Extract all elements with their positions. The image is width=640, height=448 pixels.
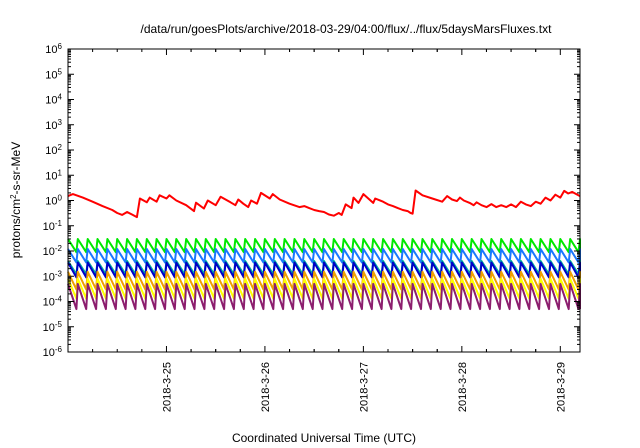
y-tick-label-base: 10	[43, 347, 55, 359]
x-tick-label: 2018-3-26	[260, 362, 272, 412]
series-line-2	[67, 238, 581, 254]
y-tick-label: 10-2	[43, 244, 63, 259]
y-axis-label-prefix: protons/cm	[9, 199, 23, 258]
y-tick-label-base: 10	[45, 44, 57, 56]
y-tick-label-base: 10	[43, 246, 55, 258]
y-tick-label-base: 10	[45, 120, 57, 132]
y-tick-label-base: 10	[45, 69, 57, 81]
x-tick-label: 2018-3-25	[162, 362, 174, 412]
axis-layer: 10610510410310210110010-110-210-310-410-…	[43, 42, 580, 412]
y-tick-label-exp: 2	[58, 143, 63, 152]
y-tick-label: 105	[45, 67, 62, 82]
y-tick-label-base: 10	[45, 145, 57, 157]
y-tick-label: 104	[45, 92, 62, 107]
y-tick-label-exp: -6	[55, 345, 63, 354]
y-tick-label: 10-5	[43, 319, 63, 334]
y-tick-label-exp: 6	[58, 42, 63, 51]
y-tick-label-exp: -4	[55, 294, 63, 303]
series-line-5	[67, 261, 581, 279]
y-tick-label-exp: 0	[58, 193, 63, 202]
x-axis-label: Coordinated Universal Time (UTC)	[232, 431, 416, 445]
series-layer	[67, 189, 581, 311]
y-tick-label: 106	[45, 42, 62, 57]
y-tick-label: 100	[45, 193, 62, 208]
y-tick-label-base: 10	[43, 221, 55, 233]
y-tick-label: 103	[45, 117, 62, 132]
y-tick-label: 10-3	[43, 269, 63, 284]
y-tick-label-exp: 5	[58, 67, 63, 76]
series-line-3	[67, 248, 581, 264]
x-tick-label: 2018-3-29	[555, 362, 567, 412]
y-axis-label: protons/cm2-s-sr-MeV	[9, 142, 24, 258]
y-tick-label-exp: 1	[58, 168, 63, 177]
chart-title: /data/run/goesPlots/archive/2018-03-29/0…	[141, 22, 553, 36]
series-line-1	[67, 189, 581, 219]
x-tick-label: 2018-3-28	[457, 362, 469, 412]
y-tick-label: 10-1	[43, 218, 63, 233]
y-tick-label-base: 10	[43, 297, 55, 309]
y-tick-label-exp: -2	[55, 244, 63, 253]
x-tick-label: 2018-3-27	[358, 362, 370, 412]
y-tick-label: 102	[45, 143, 62, 158]
y-axis-label-sup: 2	[9, 194, 18, 199]
y-tick-label-base: 10	[43, 322, 55, 334]
y-tick-label-base: 10	[43, 271, 55, 283]
y-tick-label-base: 10	[45, 95, 57, 107]
y-tick-label: 10-4	[43, 294, 63, 309]
y-tick-label-base: 10	[45, 196, 57, 208]
y-axis-label-suffix: -s-sr-MeV	[9, 142, 23, 195]
y-tick-label-base: 10	[45, 170, 57, 182]
y-tick-label: 10-6	[43, 345, 63, 360]
y-tick-label-exp: -1	[55, 218, 63, 227]
y-tick-label-exp: -5	[55, 319, 63, 328]
y-tick-label: 101	[45, 168, 62, 183]
y-tick-label-exp: -3	[55, 269, 63, 278]
y-tick-label-exp: 4	[58, 92, 63, 101]
y-tick-label-exp: 3	[58, 117, 63, 126]
series-line-8	[67, 282, 581, 311]
